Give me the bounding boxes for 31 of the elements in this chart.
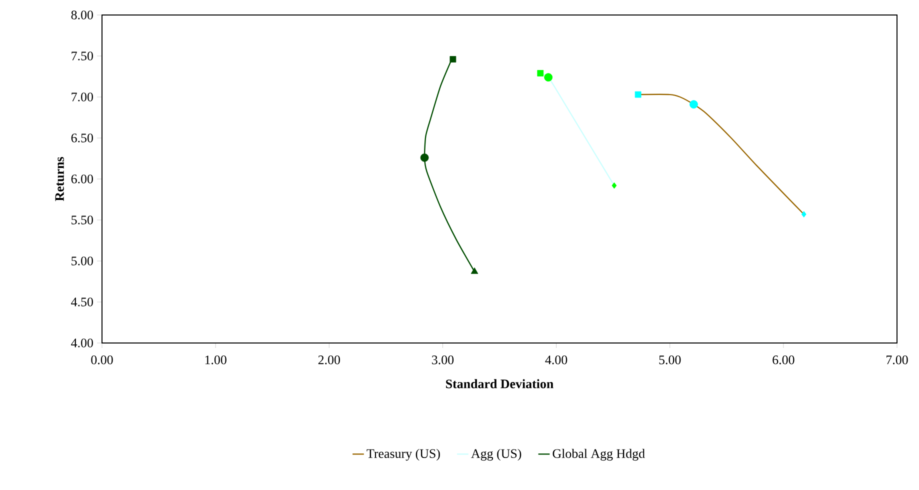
x-tick-label: 3.00 xyxy=(432,356,454,364)
y-axis-title: Returns xyxy=(55,157,64,202)
y-tick-label: 5.50 xyxy=(72,216,93,224)
legend-label: Treasury (US) xyxy=(366,448,440,461)
y-tick-label: 7.00 xyxy=(72,92,93,102)
point xyxy=(537,70,544,76)
x-tick-label: 5.00 xyxy=(659,356,681,364)
y-tick-label: 5.00 xyxy=(72,256,93,266)
x-tick-label: 6.00 xyxy=(772,356,794,364)
point xyxy=(801,211,806,218)
y-tick-label: 7.50 xyxy=(72,52,93,60)
y-tick-label: 6.00 xyxy=(71,174,93,184)
point xyxy=(470,267,478,274)
x-tick-label: 2.00 xyxy=(318,356,340,364)
point xyxy=(450,56,456,62)
x-tick-label: 1.00 xyxy=(205,356,226,364)
point xyxy=(612,182,617,189)
legend-label: Global Agg Hdgd xyxy=(552,448,645,461)
point xyxy=(420,153,429,162)
x-tick-label: 0.00 xyxy=(91,356,113,364)
point xyxy=(544,73,553,82)
x-tick-label: 7.00 xyxy=(886,356,908,364)
legend-label: Agg (US) xyxy=(471,448,522,461)
x-axis-title: Standard Deviation xyxy=(446,379,554,388)
point xyxy=(634,91,642,98)
y-tick-label: 6.50 xyxy=(71,134,93,142)
point xyxy=(690,100,698,109)
y-tick-label: 8.00 xyxy=(71,10,93,20)
x-tick-label: 4.00 xyxy=(545,356,568,364)
y-tick-label: 4.50 xyxy=(71,298,93,306)
y-tick-label: 4.00 xyxy=(71,338,93,348)
